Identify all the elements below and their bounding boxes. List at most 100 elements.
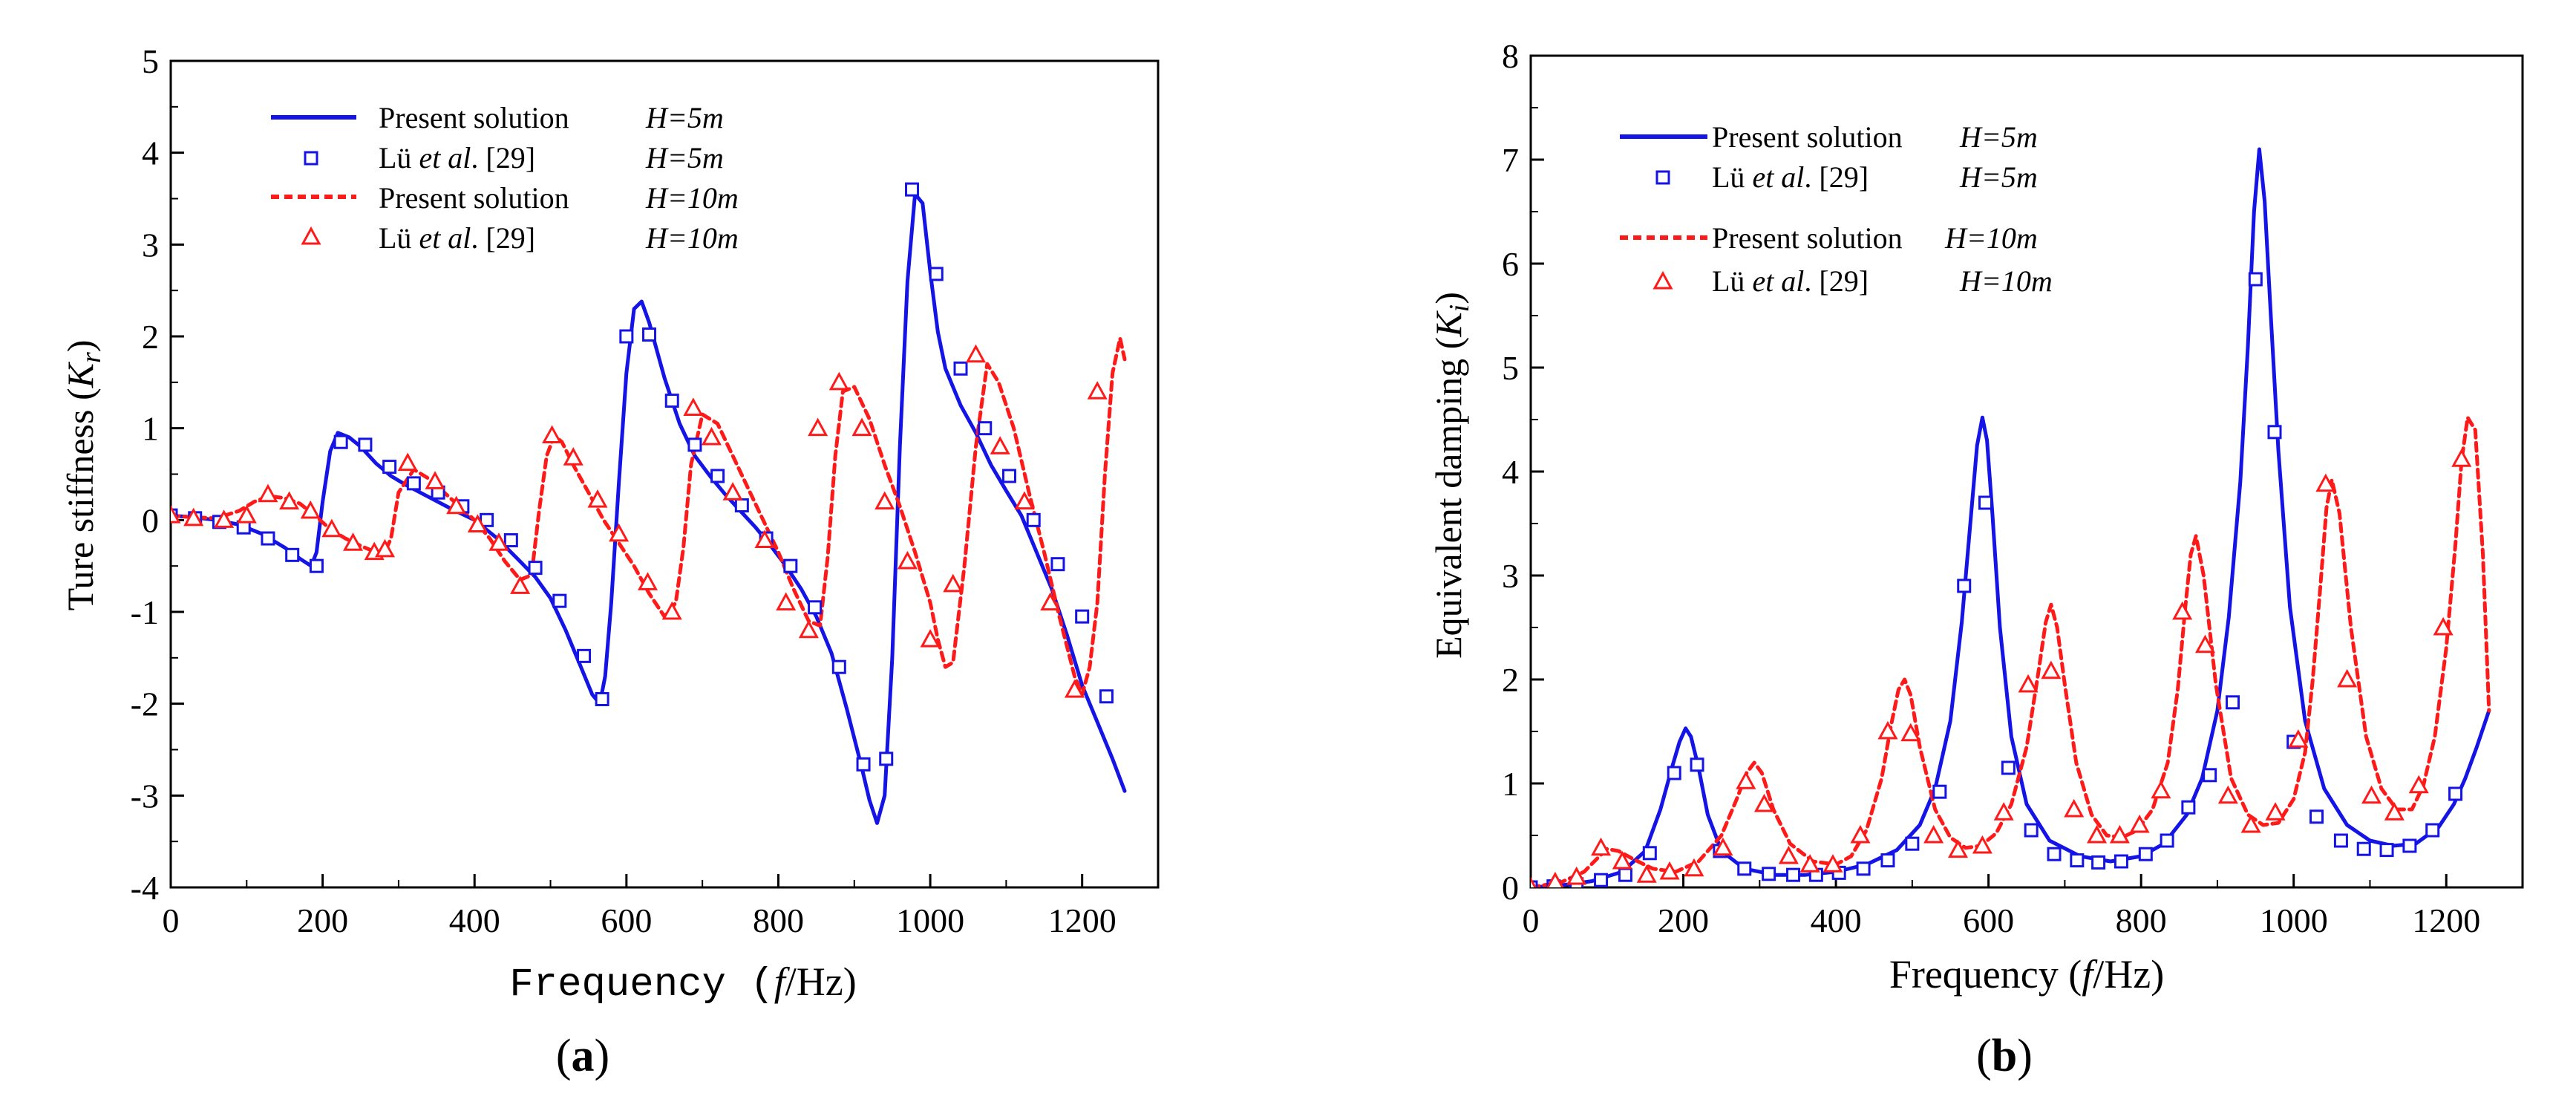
legend-entry: Lü et al. [29] H=10m [301, 221, 739, 255]
panel-b-xtick-label: 200 [1658, 902, 1709, 939]
panel-b-square-marker [1786, 867, 1801, 882]
panel-a-square-marker [783, 558, 798, 573]
panel-a-ytick-label: -1 [131, 593, 159, 631]
panel-b-square-marker [1856, 861, 1871, 876]
panel-a-triangle-marker [446, 495, 467, 515]
panel-b-triangle-marker [2064, 798, 2085, 818]
panel-b-triangle-marker [1850, 824, 1871, 844]
panel-a-square-marker [309, 558, 324, 573]
panel-b-xtick-label: 600 [1963, 902, 2014, 939]
panel-b-square-marker [1642, 846, 1657, 861]
panel-b-square-marker [1957, 578, 1972, 593]
panel-b-triangle-marker [2361, 785, 2382, 804]
panel-b-xlabel: Frequency (f/Hz) [1889, 952, 2164, 997]
panel-a-square-marker [1026, 512, 1041, 527]
panel-a-square-marker [1001, 469, 1016, 483]
panel-b-square-marker [1762, 867, 1776, 881]
panel-b-triangle-marker [2129, 814, 2150, 833]
panel-a-triangle-marker [701, 426, 722, 446]
legend-entry: Lü et al. [29] H=5m [304, 141, 724, 175]
panel-a-triangle-marker [171, 505, 181, 524]
panel-a-triangle-marker [683, 397, 704, 416]
panel-a-triangle-marker [661, 601, 682, 620]
panel-a-square-marker [1075, 609, 1090, 624]
panel-b-triangle-marker [1636, 864, 1657, 883]
panel-b-triangle-marker [2041, 660, 2062, 679]
panel-a-xtick-label: 400 [449, 902, 500, 939]
panel-a-triangle-marker [754, 529, 775, 549]
panel-b-triangle-marker [2451, 449, 2472, 467]
panel-b-triangle-marker [2265, 802, 2286, 821]
panel-b-xtick-label: 1200 [2412, 902, 2480, 939]
panel-b-triangle-marker [2172, 601, 2193, 620]
panel-b-square-marker [2203, 768, 2217, 783]
panel-b-triangle-marker [1659, 861, 1680, 880]
panel-b-square-marker [2225, 695, 2240, 710]
panel-b-triangle-marker [2315, 473, 2336, 492]
panel-b-ytick-label: 7 [1502, 141, 1519, 179]
panel-b-ytick-label: 4 [1502, 453, 1519, 491]
panel-b-triangle-marker [1612, 850, 1632, 870]
panel-b-series-solid-line [1531, 147, 2491, 887]
legend-entry: Present solution H=10m [1620, 221, 2038, 255]
legend-entry: Lü et al. [29] H=5m [1655, 160, 2038, 194]
panel-b-triangle-marker [2151, 780, 2171, 799]
panel-b-xtick-label: 800 [2116, 902, 2167, 939]
panel-b-square-marker [1932, 784, 1947, 799]
panel-a-square-marker [595, 691, 609, 706]
panel-b-square-marker [2333, 833, 2348, 848]
panel-a-triangle-marker [300, 500, 321, 519]
panel-b-xtick-label: 0 [1523, 902, 1540, 939]
panel-b-triangle-marker [2384, 802, 2405, 821]
legend-param: H=5m [645, 141, 724, 175]
panel-a-square-marker [978, 421, 993, 436]
panel-a-square-marker [808, 600, 823, 615]
panel-b-ytick-label: 1 [1502, 765, 1519, 803]
panel-b-square-marker [1737, 861, 1752, 876]
panel-b-triangle-marker [1877, 720, 1898, 740]
panel-a-square-marker [642, 327, 657, 342]
panel-a-ytick-label: 3 [142, 226, 159, 264]
legend-entry: Present solution H=5m [271, 101, 724, 134]
legend-swatch-square [1655, 170, 1670, 185]
panel-a-xlabel: Frequency (f/Hz) [509, 959, 856, 1008]
panel-b-legend: Present solution H=5m Lü et al. [29] H=5… [1620, 120, 2053, 298]
panel-a-xtick-label: 800 [753, 902, 804, 939]
panel-a-triangle-marker [397, 452, 418, 472]
panel-a-square-marker [552, 593, 567, 608]
panel-a-triangle-marker [808, 417, 828, 437]
panel-a-triangle-marker [374, 538, 396, 558]
panel-a-ytick-label: -2 [131, 685, 159, 723]
panel-a-square-marker [406, 476, 421, 491]
panel-b-square-marker [2356, 841, 2371, 856]
panel-a-chart: 0 200 400 600 800 1000 1200 -4 -3 -2 -1 0 1 2 3 4 5 Ture… [59, 42, 1160, 1081]
panel-a-square-marker [687, 437, 702, 452]
legend-param: H=10m [1959, 264, 2053, 298]
panel-a-triangle-marker [851, 417, 872, 437]
panel-a-triangle-marker [279, 491, 300, 510]
panel-a-square-marker [285, 547, 300, 562]
panel-a-label: (a) [556, 1031, 609, 1081]
panel-b-square-marker [2070, 853, 2085, 868]
panel-a-square-marker [856, 757, 871, 772]
legend-param: H=5m [645, 101, 724, 134]
panel-a-square-marker [831, 659, 846, 674]
panel-a-triangle-marker [897, 550, 918, 570]
panel-b-triangle-marker [1753, 793, 1775, 812]
panel-b-triangle-marker [1531, 876, 1537, 887]
panel-a-square-marker [710, 469, 725, 483]
panel-a-ytick-label: -4 [131, 869, 159, 907]
panel-a-square-marker [503, 533, 518, 548]
legend-swatch-square [304, 151, 318, 166]
panel-b-square-marker [2001, 760, 2016, 775]
panel-a-triangle-marker [488, 532, 509, 551]
panel-a-triangle-marker [965, 344, 986, 363]
panel-a-triangle-marker [722, 482, 743, 501]
panel-a-triangle-marker [343, 532, 364, 551]
panel-a-triangle-marker [236, 505, 257, 524]
panel-b-square-marker [2425, 823, 2440, 838]
panel-b-square-marker [2448, 786, 2463, 801]
panel-a-square-marker [1099, 689, 1114, 704]
legend-label: Lü et al. [29] [1712, 160, 1869, 194]
panel-b-series-dashed-line [1531, 415, 2491, 887]
